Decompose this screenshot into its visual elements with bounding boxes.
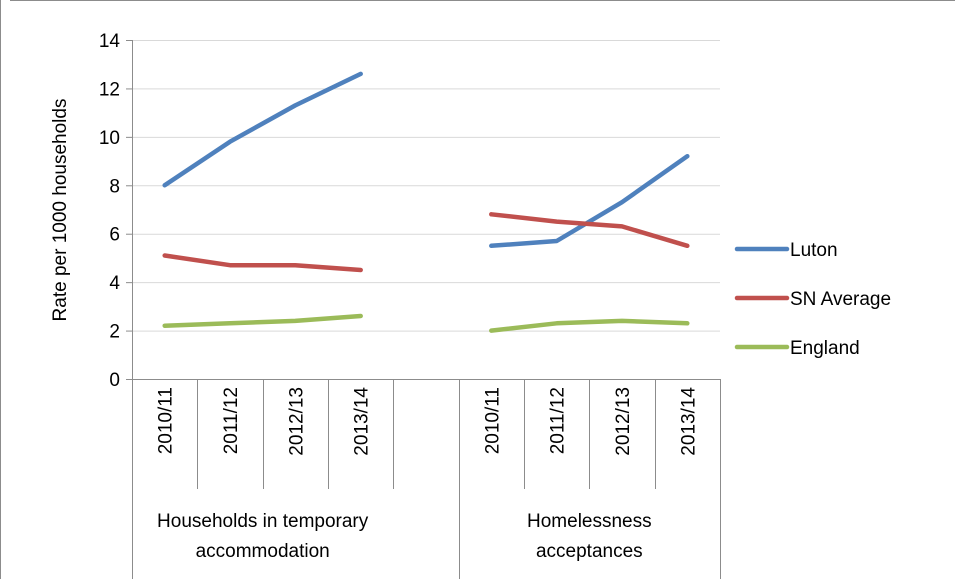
- y-tick-label: 10: [99, 128, 120, 149]
- group-label: Households in temporary accommodation: [157, 511, 369, 562]
- y-axis-label: Rate per 1000 households: [50, 99, 71, 322]
- x-tick-label: 2011/12: [221, 387, 242, 454]
- y-tick-label: 4: [109, 273, 120, 294]
- y-tick-label: 2: [109, 322, 120, 343]
- series-line-england: [162, 313, 363, 328]
- axes: 0 2 4 6 8 10 12 14 2010/11 2011/12 2012/13 2013/14 H…: [99, 31, 721, 579]
- x-tick-label: 2013/14: [352, 387, 373, 456]
- y-tick-label: 0: [109, 370, 120, 391]
- x-tick-label: 2012/13: [286, 387, 307, 456]
- legend-label: Luton: [790, 240, 838, 261]
- x-tick-label: 2010/11: [156, 387, 177, 454]
- legend: Luton SN Average England: [734, 240, 891, 359]
- x-tick-label: 2012/13: [613, 387, 634, 456]
- grid: [132, 40, 720, 332]
- series-line-luton: [489, 153, 690, 249]
- series-line-england: [489, 318, 690, 333]
- y-tick-label: 6: [109, 225, 120, 246]
- group-label-line: Households in temporary: [157, 511, 369, 532]
- group-label-line: acceptances: [536, 541, 643, 562]
- x-tick-label: 2013/14: [678, 387, 699, 456]
- x-tick-label: 2010/11: [482, 387, 503, 454]
- series: [162, 71, 690, 333]
- series-line-sn-average: [162, 253, 363, 273]
- legend-label: SN Average: [790, 289, 891, 310]
- group-label-line: accommodation: [196, 541, 330, 562]
- y-tick-label: 12: [99, 79, 120, 100]
- group-label-line: Homelessness: [527, 511, 652, 532]
- x-tick-label: 2011/12: [548, 387, 569, 454]
- y-tick-label: 8: [109, 176, 120, 197]
- legend-label: England: [790, 338, 860, 359]
- y-tick-label: 14: [99, 31, 121, 52]
- group-label: Homelessness acceptances: [527, 511, 652, 562]
- series-line-sn-average: [489, 212, 690, 249]
- series-line-luton: [162, 71, 363, 188]
